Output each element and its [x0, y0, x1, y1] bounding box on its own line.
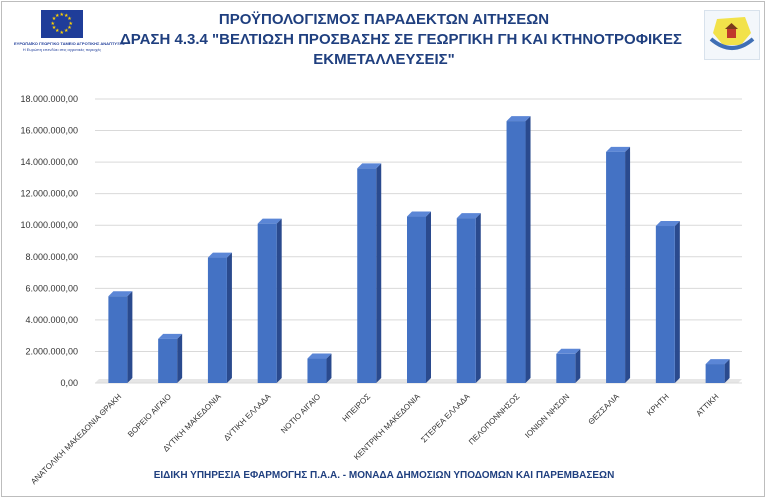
footer-text: ΕΙΔΙΚΗ ΥΠΗΡΕΣΙΑ ΕΦΑΡΜΟΓΗΣ Π.Α.Α. - ΜΟΝΑΔ…: [153, 470, 615, 481]
bar-side: [724, 359, 730, 383]
bar: [606, 151, 626, 383]
bar-top: [158, 333, 183, 339]
chart-title-line3: ΕΚΜΕΤΑΛΛΕΥΣΕΙΣ": [313, 51, 455, 68]
bar-side: [426, 211, 431, 383]
chart-title-line1: ΠΡΟΫΠΟΛΟΓΙΣΜΟΣ ΠΑΡΑΔΕΚΤΩΝ ΑΙΤΗΣΕΩΝ: [218, 11, 550, 28]
x-tick-label: ΔΥΤΙΚΗ ΜΑΚΕΔΟΝΙΑ: [161, 392, 223, 454]
bar-side: [177, 333, 183, 383]
bar: [705, 364, 725, 383]
bar-top: [506, 116, 531, 122]
y-tick-label: 10.000.000,00: [20, 220, 78, 230]
y-tick-label: 2.000.000,00: [25, 346, 78, 356]
eu-star-icon: ★: [51, 16, 57, 22]
bar: [506, 121, 526, 383]
bar-top: [456, 213, 481, 219]
y-tick-label: 18.000.000,00: [20, 94, 78, 104]
eu-star-icon: ★: [59, 11, 64, 18]
bar: [207, 257, 227, 383]
bar-top: [407, 211, 431, 217]
bar-side: [525, 116, 531, 383]
bar: [307, 358, 327, 383]
y-tick-label: 16.000.000,00: [20, 126, 78, 136]
x-tick-label: ΣΤΕΡΕΑ ΕΛΛΑΔΑ: [419, 392, 472, 445]
bar: [257, 223, 277, 383]
chart-title: ΠΡΟΫΠΟΛΟΓΙΣΜΟΣ ΠΑΡΑΔΕΚΤΩΝ ΑΙΤΗΣΕΩΝ ΔΡΑΣΗ…: [120, 10, 683, 70]
bar-top: [207, 252, 232, 258]
y-tick-label: 12.000.000,00: [20, 189, 78, 199]
eu-star-icon: ★: [67, 16, 72, 22]
bar-top: [307, 353, 332, 359]
bar-side: [226, 252, 232, 383]
eu-star-icon: ★: [51, 25, 57, 31]
y-tick-label: 0,00: [60, 378, 78, 388]
x-tick-label: ΒΟΡΕΙΟ ΑΙΓΑΙΟ: [126, 392, 173, 439]
x-tick-label: ΗΠΕΙΡΟΣ: [341, 392, 373, 424]
eu-star-icon: ★: [50, 20, 55, 27]
chart-title-line2: ΔΡΑΣΗ 4.3.4 "ΒΕΛΤΙΩΣΗ ΠΡΟΣΒΑΣΗΣ ΣΕ ΓΕΩΡΓ…: [120, 31, 683, 48]
eu-star-icon: ★: [64, 28, 69, 35]
x-tick-label: ΑΤΤΙΚΗ: [694, 392, 720, 418]
bar: [456, 218, 476, 383]
bar-side: [475, 213, 481, 383]
x-tick-label: ΔΥΤΙΚΗ ΕΛΛΑΔΑ: [222, 392, 273, 443]
bar-top: [655, 221, 680, 227]
bar-top: [705, 359, 730, 365]
x-tick-label: ΘΕΣΣΑΛΙΑ: [587, 392, 622, 427]
bar-side: [625, 146, 631, 383]
x-tick-label: ΝΟΤΙΟ ΑΙΓΑΙΟ: [279, 392, 322, 435]
eu-flag-icon: ★ ★ ★ ★ ★ ★ ★ ★ ★ ★ ★ ★: [41, 10, 83, 38]
bar-side: [575, 348, 581, 383]
logo-caption-line2: Η Ευρώπη επενδύει στις αγροτικές περιοχέ…: [22, 47, 102, 52]
bar-top: [606, 146, 631, 152]
bar: [357, 168, 377, 383]
bar-side: [326, 353, 332, 383]
bar: [108, 296, 128, 383]
eu-star-icon: ★: [67, 25, 72, 31]
logo-caption-line1: ΕΥΡΩΠΑΪΚΟ ΓΕΩΡΓΙΚΟ ΤΑΜΕΙΟ ΑΓΡΟΤΙΚΗΣ ΑΝΑΠ…: [14, 41, 125, 46]
eu-star-icon: ★: [64, 12, 69, 19]
x-tick-label: ΠΕΛΟΠΟΝΝΗΣΟΣ: [467, 392, 521, 446]
bar-side: [674, 221, 680, 383]
bar-side: [376, 163, 382, 383]
y-tick-label: 6.000.000,00: [25, 283, 78, 293]
bar-top: [357, 163, 382, 169]
bar: [655, 226, 675, 383]
bar-top: [108, 291, 133, 297]
y-tick-label: 4.000.000,00: [25, 315, 78, 325]
eu-star-icon: ★: [59, 29, 64, 36]
bar: [556, 353, 576, 383]
bar-top: [257, 218, 282, 224]
bar-top: [556, 348, 581, 354]
y-tick-label: 14.000.000,00: [20, 157, 78, 167]
program-logo-icon: [704, 10, 760, 60]
bar-side: [127, 291, 133, 383]
eu-star-icon: ★: [55, 28, 60, 35]
x-tick-label: ΚΡΗΤΗ: [645, 392, 671, 418]
y-tick-label: 8.000.000,00: [25, 252, 78, 262]
bar-side: [276, 218, 282, 383]
eu-star-icon: ★: [55, 12, 60, 19]
x-tick-label: ΙΟΝΙΩΝ ΝΗΣΩΝ: [523, 392, 571, 440]
bar: [407, 216, 426, 383]
eu-star-icon: ★: [68, 20, 73, 27]
bar: [158, 338, 178, 383]
